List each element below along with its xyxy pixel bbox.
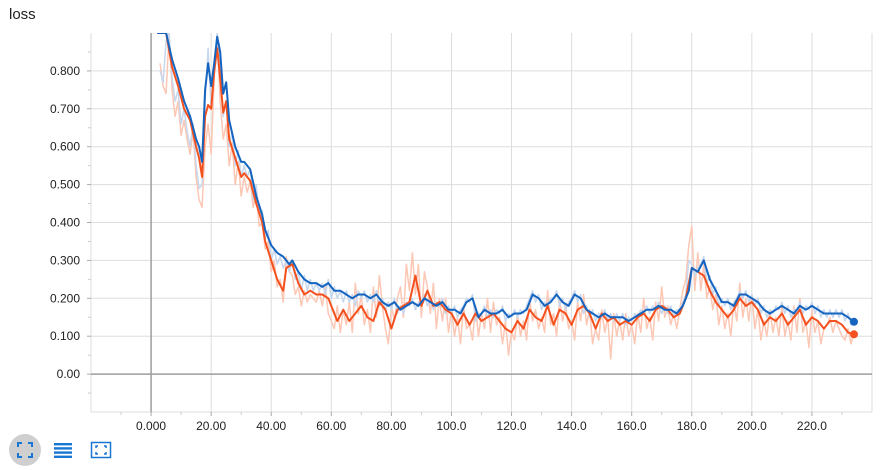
grid-layer xyxy=(90,33,873,413)
raw-lines-layer xyxy=(159,33,855,360)
x-tick-label: 20.00 xyxy=(196,419,226,433)
x-tick-label: 140.0 xyxy=(557,419,587,433)
toggle-log-scale-button[interactable] xyxy=(47,434,79,466)
fit-domain-icon xyxy=(90,441,112,459)
y-tick-label: 0.00 xyxy=(57,367,81,381)
y-tick-label: 0.400 xyxy=(50,216,80,230)
x-tick-label: 100.0 xyxy=(436,419,466,433)
smoothed-series-line-1[interactable] xyxy=(157,33,855,323)
y-tick-label: 0.300 xyxy=(50,253,80,267)
raw-series-line-0 xyxy=(159,33,855,360)
raw-series-line-1 xyxy=(159,33,855,326)
y-tick-label: 0.200 xyxy=(50,291,80,305)
series-end-marker-1[interactable] xyxy=(849,317,858,326)
chart-toolbar xyxy=(9,434,117,466)
y-tick-label: 0.100 xyxy=(50,329,80,343)
y-tick-label: 0.600 xyxy=(50,140,80,154)
y-tick-label: 0.500 xyxy=(50,178,80,192)
x-tick-label: 180.0 xyxy=(677,419,707,433)
x-tick-label: 0.000 xyxy=(136,419,166,433)
x-tick-label: 40.00 xyxy=(256,419,286,433)
x-tick-label: 160.0 xyxy=(617,419,647,433)
x-tick-label: 220.0 xyxy=(797,419,827,433)
y-tick-label: 0.800 xyxy=(50,64,80,78)
tick-labels-layer: 0.000 20.00 40.00 60.00 80.00 100.0 120.0 140.0… xyxy=(50,64,827,433)
fit-domain-button[interactable] xyxy=(85,434,117,466)
series-end-marker-0[interactable] xyxy=(849,330,858,339)
x-tick-label: 120.0 xyxy=(497,419,527,433)
x-tick-label: 80.00 xyxy=(376,419,406,433)
x-tick-label: 200.0 xyxy=(737,419,767,433)
smoothed-series-line-0[interactable] xyxy=(157,33,855,336)
chart-title: loss xyxy=(9,6,36,23)
fullscreen-icon xyxy=(17,442,33,458)
smoothed-lines-layer xyxy=(157,33,858,339)
list-icon xyxy=(54,443,72,458)
axis-layer xyxy=(87,33,872,416)
x-tick-label: 60.00 xyxy=(316,419,346,433)
y-tick-label: 0.700 xyxy=(50,102,80,116)
fullscreen-button[interactable] xyxy=(9,434,41,466)
